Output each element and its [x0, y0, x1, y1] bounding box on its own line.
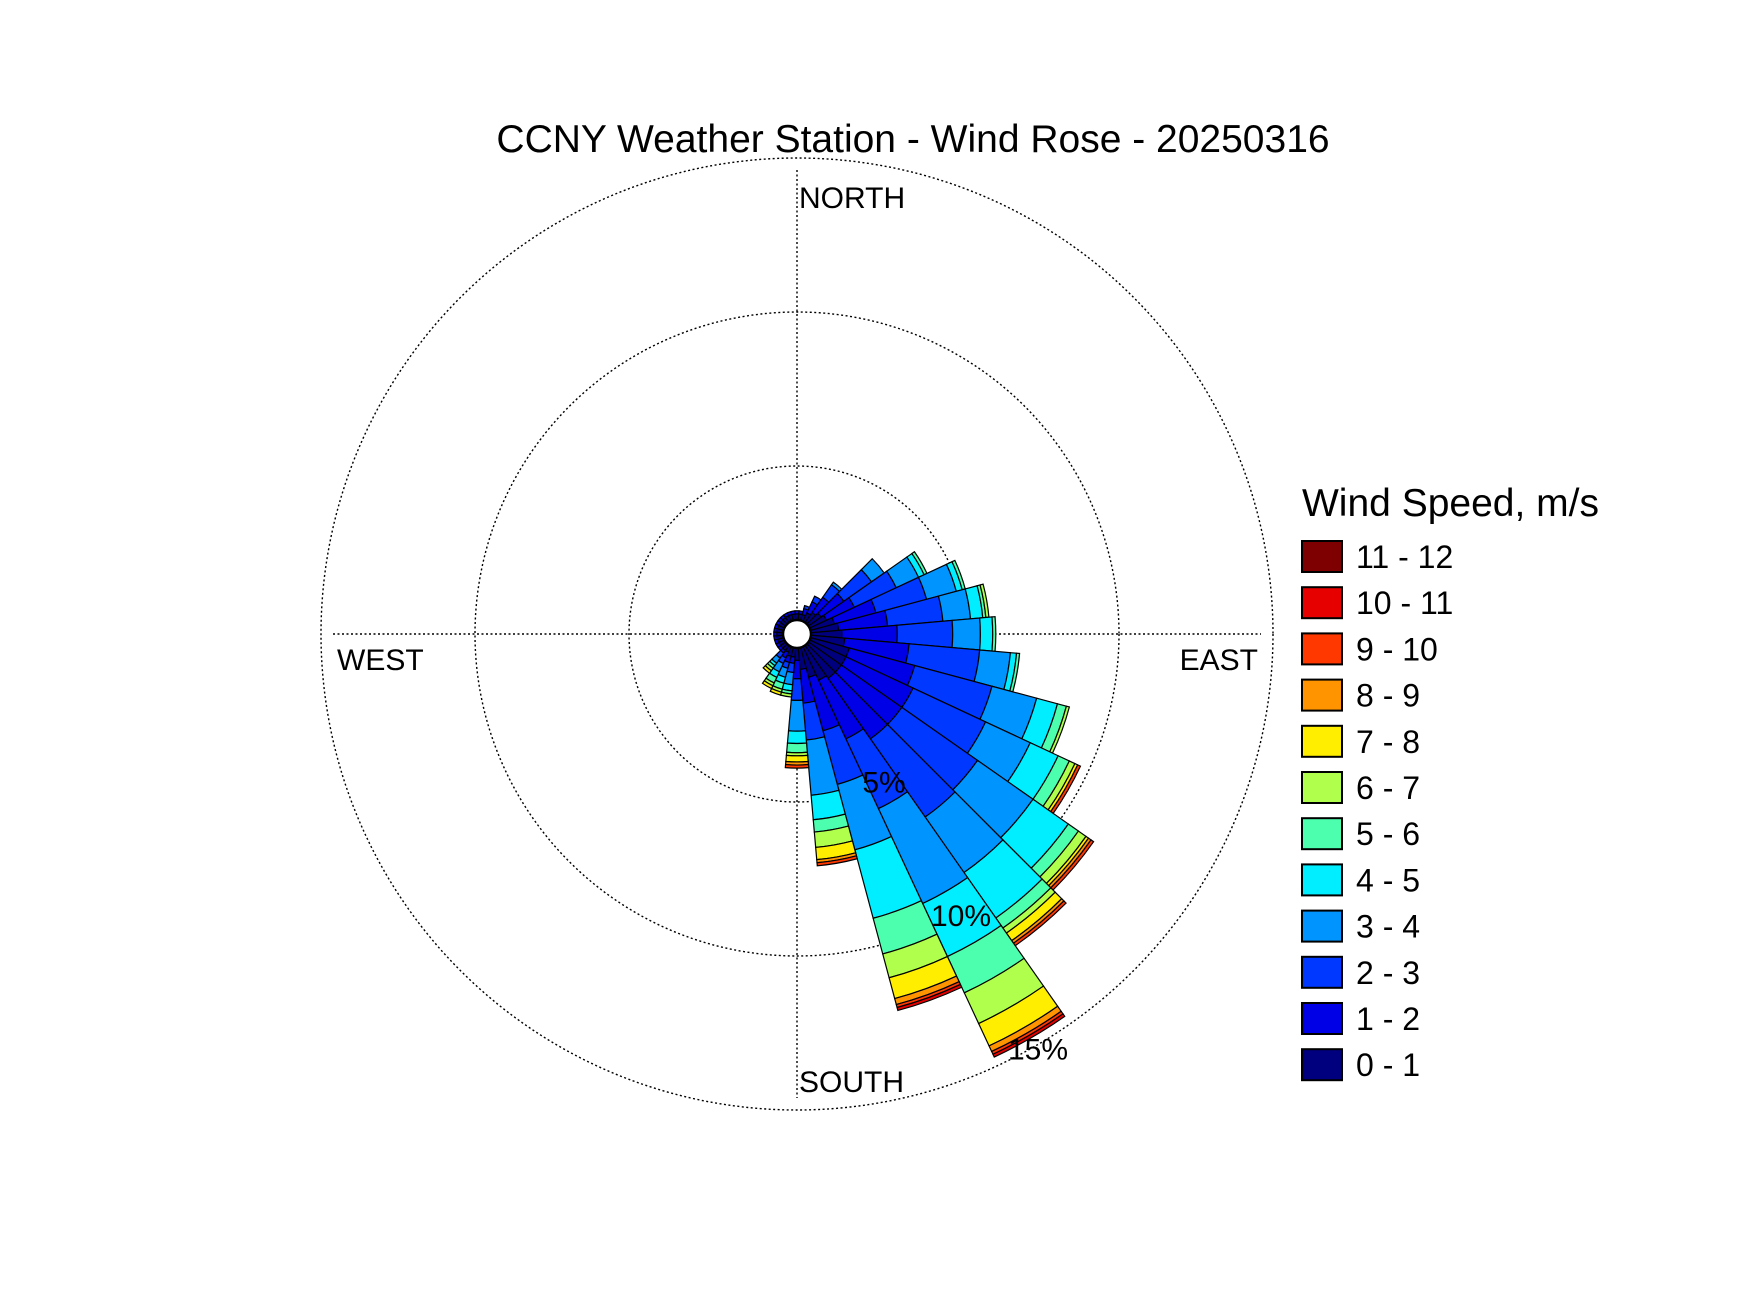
sector-80 — [809, 583, 990, 634]
legend-item: 9 - 10 — [1301, 631, 1438, 667]
sector-90-bin-5 — [979, 616, 994, 652]
legend-swatch — [1301, 817, 1343, 851]
legend-title: Wind Speed, m/s — [1302, 482, 1599, 525]
legend-item: 7 - 8 — [1301, 724, 1420, 760]
sector-180-bin-6 — [785, 742, 809, 754]
sector-180 — [784, 647, 810, 769]
sector-350-bin-2 — [790, 610, 796, 616]
legend-label: 0 - 1 — [1356, 1047, 1420, 1083]
sector-180-bin-10 — [784, 763, 810, 769]
legend-label: 2 - 3 — [1356, 955, 1420, 991]
legend-swatch — [1301, 586, 1343, 620]
sector-160 — [799, 645, 963, 1012]
legend-label: 11 - 12 — [1356, 539, 1453, 575]
legend-item: 11 - 12 — [1301, 539, 1453, 575]
legend-swatch — [1301, 1002, 1343, 1035]
legend-label: 9 - 10 — [1356, 631, 1438, 667]
east-label: EAST — [1180, 644, 1258, 677]
legend-swatch — [1301, 724, 1343, 758]
legend-item: 1 - 2 — [1301, 1001, 1420, 1037]
sector-220-bin-8 — [762, 664, 773, 675]
legend-item: 6 - 7 — [1301, 770, 1420, 806]
sector-140 — [804, 643, 1067, 947]
west-label: WEST — [337, 644, 424, 677]
legend-swatch — [1301, 1048, 1343, 1082]
sector-60 — [807, 550, 928, 629]
legend-item: 5 - 6 — [1301, 816, 1420, 852]
legend-label: 1 - 2 — [1356, 1001, 1420, 1037]
sector-100 — [809, 634, 1021, 693]
ring-label-3: 15% — [1008, 1033, 1068, 1066]
legend-swatch — [1301, 540, 1343, 573]
legend-item: 4 - 5 — [1301, 862, 1420, 898]
legend-swatch — [1301, 771, 1343, 804]
sector-210-bin-8 — [761, 679, 774, 690]
legend-swatch — [1301, 678, 1343, 712]
legend-item: 8 - 9 — [1301, 678, 1420, 714]
sector-90-bin-6 — [991, 616, 997, 652]
chart-title: CCNY Weather Station - Wind Rose - 20250… — [496, 118, 1329, 161]
grid-ring-3 — [320, 157, 1274, 1111]
legend-label: 4 - 5 — [1356, 862, 1420, 898]
sector-350 — [790, 610, 797, 622]
legend-swatch — [1301, 909, 1343, 943]
sector-170 — [797, 646, 858, 867]
sector-200-bin-8 — [769, 687, 783, 696]
sector-70 — [808, 559, 966, 632]
legend-item: 10 - 11 — [1301, 585, 1453, 621]
ring-label-1: 5% — [862, 767, 905, 800]
sector-90 — [810, 616, 997, 652]
legend-item: 3 - 4 — [1301, 909, 1420, 945]
legend: 11 - 12 10 - 11 9 - 10 8 - 9 7 - 8 6 - 7 5 - 6… — [1301, 539, 1453, 1083]
sector-90-bin-4 — [951, 617, 981, 651]
ring-label-2: 10% — [931, 900, 991, 933]
sector-180-bin-5 — [786, 730, 808, 745]
sector-180-bin-8 — [785, 754, 809, 763]
wind-sectors — [761, 550, 1095, 1058]
legend-swatch — [1301, 632, 1343, 666]
legend-item: 2 - 3 — [1301, 955, 1420, 991]
legend-label: 7 - 8 — [1356, 724, 1420, 760]
legend-label: 3 - 4 — [1356, 909, 1420, 945]
legend-swatch — [1301, 955, 1343, 989]
legend-label: 6 - 7 — [1356, 770, 1420, 806]
sector-170-bin-10 — [816, 855, 858, 867]
legend-label: 8 - 9 — [1356, 678, 1420, 714]
legend-swatch — [1301, 863, 1343, 897]
sector-180-bin-4 — [787, 699, 807, 732]
grid-ring-2 — [474, 311, 1120, 957]
sector-150 — [802, 644, 1066, 1058]
sector-160-bin-11 — [896, 983, 963, 1012]
legend-item: 0 - 1 — [1301, 1047, 1420, 1083]
north-label: NORTH — [799, 182, 905, 215]
legend-label: 10 - 11 — [1356, 585, 1453, 621]
center-circle — [781, 618, 813, 650]
ring-labels: 5% 10% 15% — [862, 767, 1068, 1067]
legend-label: 5 - 6 — [1356, 816, 1420, 852]
center-hub — [781, 618, 813, 650]
south-label: SOUTH — [799, 1066, 904, 1099]
sector-150-bin-11 — [992, 1012, 1066, 1058]
